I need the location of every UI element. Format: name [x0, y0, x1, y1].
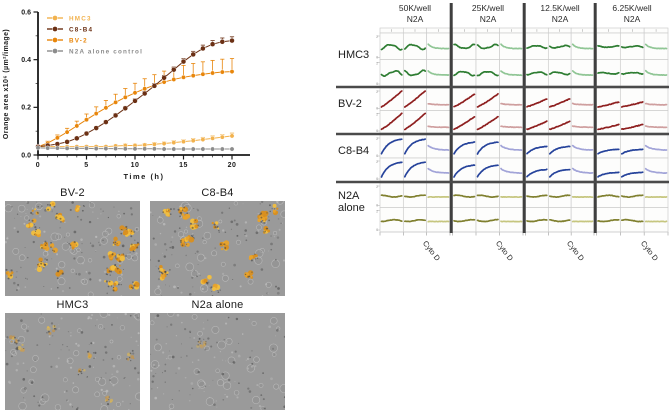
svg-text:Orange area x10⁶ (µm²/image): Orange area x10⁶ (µm²/image) [3, 29, 10, 139]
svg-text:C8-B4: C8-B4 [69, 26, 93, 33]
micrograph-title-n2a: N2a alone [191, 299, 244, 311]
svg-text:0.0: 0.0 [21, 152, 31, 159]
svg-text:0.6: 0.6 [21, 9, 31, 16]
density-header-6-25k: 6.25K/well N2A [587, 3, 672, 24]
svg-text:HMC3: HMC3 [69, 15, 92, 22]
svg-text:2: 2 [376, 90, 378, 94]
micrograph-n2a-image [150, 313, 285, 410]
svg-text:2: 2 [376, 210, 378, 214]
density-header-50k-line2: N2A [406, 13, 424, 24]
density-header-6-25k-line2: N2A [623, 13, 641, 24]
density-header-12-5k: 12.5K/well N2A [515, 3, 605, 24]
micrograph-title-c8b4: C8-B4 [201, 187, 234, 199]
svg-text:10: 10 [131, 162, 140, 169]
density-header-12-5k-line1: 12.5K/well [540, 3, 580, 13]
svg-text:0.2: 0.2 [21, 105, 31, 112]
density-header-25k-line2: N2A [479, 13, 497, 24]
micrograph-c8b4-image [150, 201, 285, 296]
micrograph-title-bv2: BV-2 [60, 187, 85, 199]
micrograph-bv2-image [5, 201, 140, 296]
svg-text:2: 2 [376, 113, 378, 117]
rowlabel-c8b4: C8-B4 [338, 145, 370, 157]
svg-text:5: 5 [84, 162, 88, 169]
density-header-12-5k-line2: N2A [551, 13, 569, 24]
svg-text:N2A alone control: N2A alone control [69, 48, 143, 55]
svg-text:20: 20 [228, 162, 237, 169]
svg-text:2: 2 [376, 35, 378, 39]
rowlabel-bv2: BV-2 [338, 98, 362, 110]
micrograph-hmc3-image [5, 313, 140, 410]
svg-text:2: 2 [376, 185, 378, 189]
rowlabel-n2a-line1: N2A [338, 190, 360, 202]
svg-text:0: 0 [36, 162, 40, 169]
svg-text:2: 2 [376, 137, 378, 141]
svg-text:BV-2: BV-2 [69, 37, 88, 44]
svg-text:Time (h): Time (h) [123, 172, 164, 181]
density-header-50k: 50K/well N2A [370, 3, 460, 24]
density-header-25k: 25K/well N2A [443, 3, 533, 24]
density-header-50k-line1: 50K/well [398, 3, 432, 13]
density-header-6-25k-line1: 6.25K/well [612, 3, 652, 13]
rowlabel-n2a-alone: N2A alone [338, 190, 365, 214]
svg-text:2: 2 [376, 62, 378, 66]
svg-text:15: 15 [179, 162, 188, 169]
timecourse-chart: 0 5 10 15 20 0.0 0.2 0.4 0.6 Time (h) Orange area … [3, 9, 250, 181]
rowlabel-hmc3: HMC3 [338, 49, 370, 61]
svg-text:2: 2 [376, 160, 378, 164]
rowlabel-n2a-line2: alone [338, 202, 365, 214]
svg-text:0.4: 0.4 [21, 57, 31, 64]
micrograph-title-hmc3: HMC3 [56, 299, 89, 311]
density-header-25k-line1: 25K/well [471, 3, 505, 13]
replicate-trellis-plot: 2020202020202020 [336, 3, 669, 236]
